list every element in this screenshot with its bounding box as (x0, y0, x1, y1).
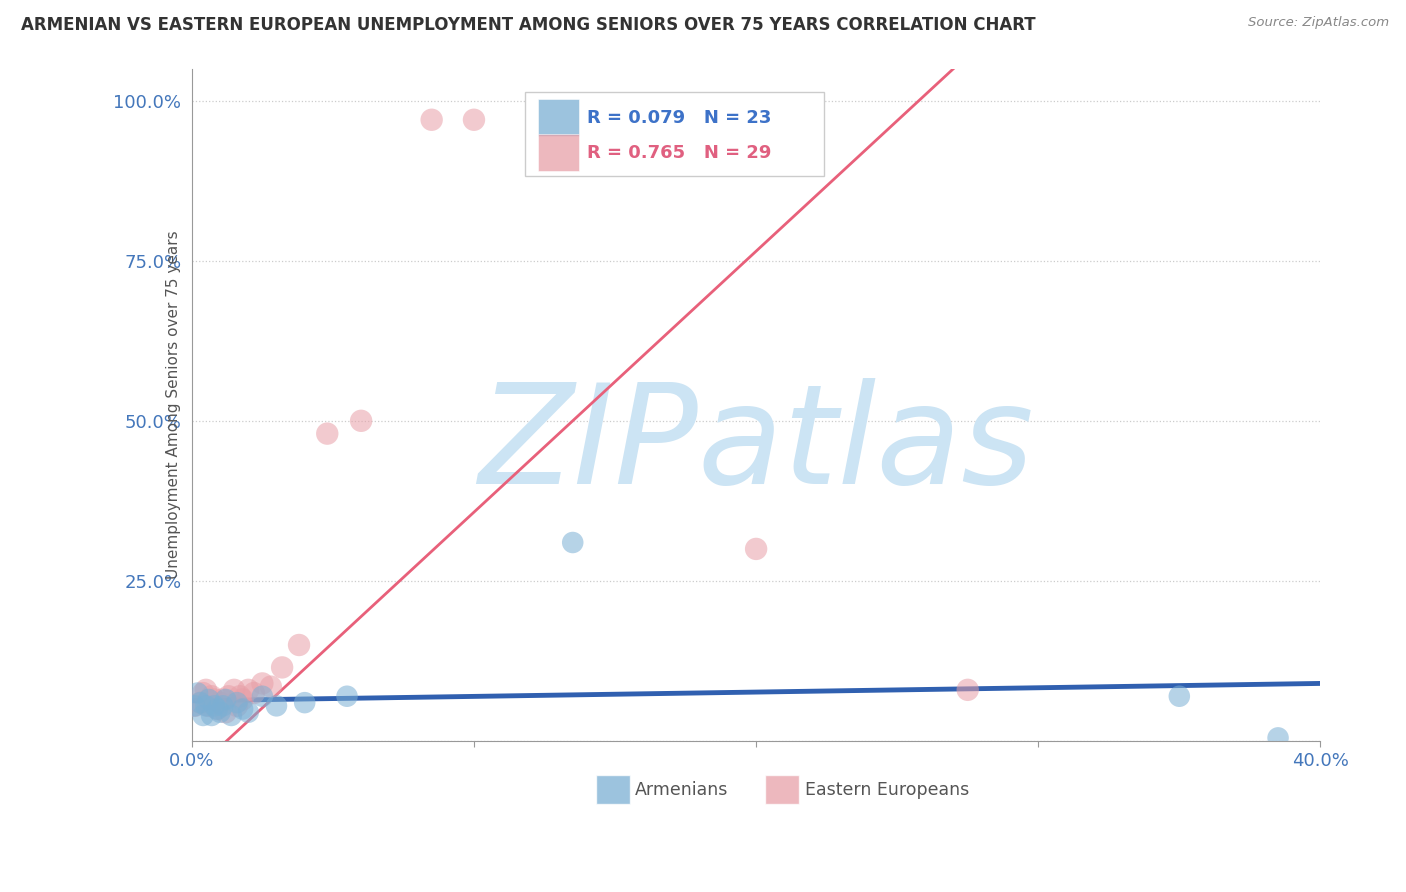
Point (260, 680, 283, 694)
Point (207, 702, 229, 716)
Point (463, 112, 485, 127)
Point (221, 708, 243, 723)
Text: ZIPatlas: ZIPatlas (478, 377, 1033, 513)
Text: ARMENIAN VS EASTERN EUROPEAN UNEMPLOYMENT AMONG SENIORS OVER 75 YEARS CORRELATIO: ARMENIAN VS EASTERN EUROPEAN UNEMPLOYMEN… (21, 16, 1036, 34)
Point (745, 541, 768, 556)
Point (238, 705, 260, 719)
Point (226, 696, 249, 710)
Point (266, 698, 288, 713)
Point (252, 676, 274, 690)
FancyBboxPatch shape (596, 775, 630, 805)
Point (194, 698, 217, 713)
Point (1168, 690, 1191, 704)
Text: Eastern Europeans: Eastern Europeans (804, 780, 969, 798)
Point (188, 696, 211, 710)
Point (186, 686, 208, 700)
Point (188, 696, 211, 710)
Point (336, 690, 359, 704)
Point (200, 708, 222, 723)
Point (226, 698, 249, 713)
Point (215, 705, 238, 719)
Point (420, 112, 443, 127)
Point (209, 696, 232, 710)
FancyBboxPatch shape (538, 135, 579, 170)
Point (212, 692, 235, 706)
Y-axis label: Unemployment Among Seniors over 75 years: Unemployment Among Seniors over 75 years (166, 230, 181, 579)
Point (202, 698, 225, 713)
Point (215, 692, 238, 706)
Point (288, 638, 311, 652)
Point (589, 112, 612, 127)
Text: Source: ZipAtlas.com: Source: ZipAtlas.com (1249, 16, 1389, 29)
Point (191, 686, 214, 700)
Point (350, 414, 373, 428)
Point (212, 698, 235, 713)
Point (183, 698, 205, 713)
Point (224, 682, 246, 697)
Point (956, 682, 979, 697)
Point (243, 686, 266, 700)
Point (271, 660, 294, 674)
FancyBboxPatch shape (524, 92, 824, 176)
Point (232, 692, 254, 706)
FancyBboxPatch shape (765, 775, 799, 805)
Point (197, 698, 219, 713)
FancyBboxPatch shape (538, 99, 579, 136)
Point (252, 690, 274, 704)
Point (218, 690, 240, 704)
Text: R = 0.079   N = 23: R = 0.079 N = 23 (586, 109, 772, 127)
Point (194, 682, 217, 697)
Point (1267, 731, 1289, 745)
Point (232, 702, 254, 716)
Point (561, 535, 583, 549)
Point (207, 702, 229, 716)
Text: R = 0.765   N = 29: R = 0.765 N = 29 (586, 144, 772, 161)
Point (183, 698, 205, 713)
Point (294, 696, 316, 710)
Point (316, 426, 339, 441)
Point (202, 692, 225, 706)
Point (200, 690, 222, 704)
Point (209, 705, 232, 719)
Point (197, 692, 219, 706)
Point (229, 690, 252, 704)
Point (191, 708, 214, 723)
Text: Armenians: Armenians (636, 780, 728, 798)
Point (238, 682, 260, 697)
